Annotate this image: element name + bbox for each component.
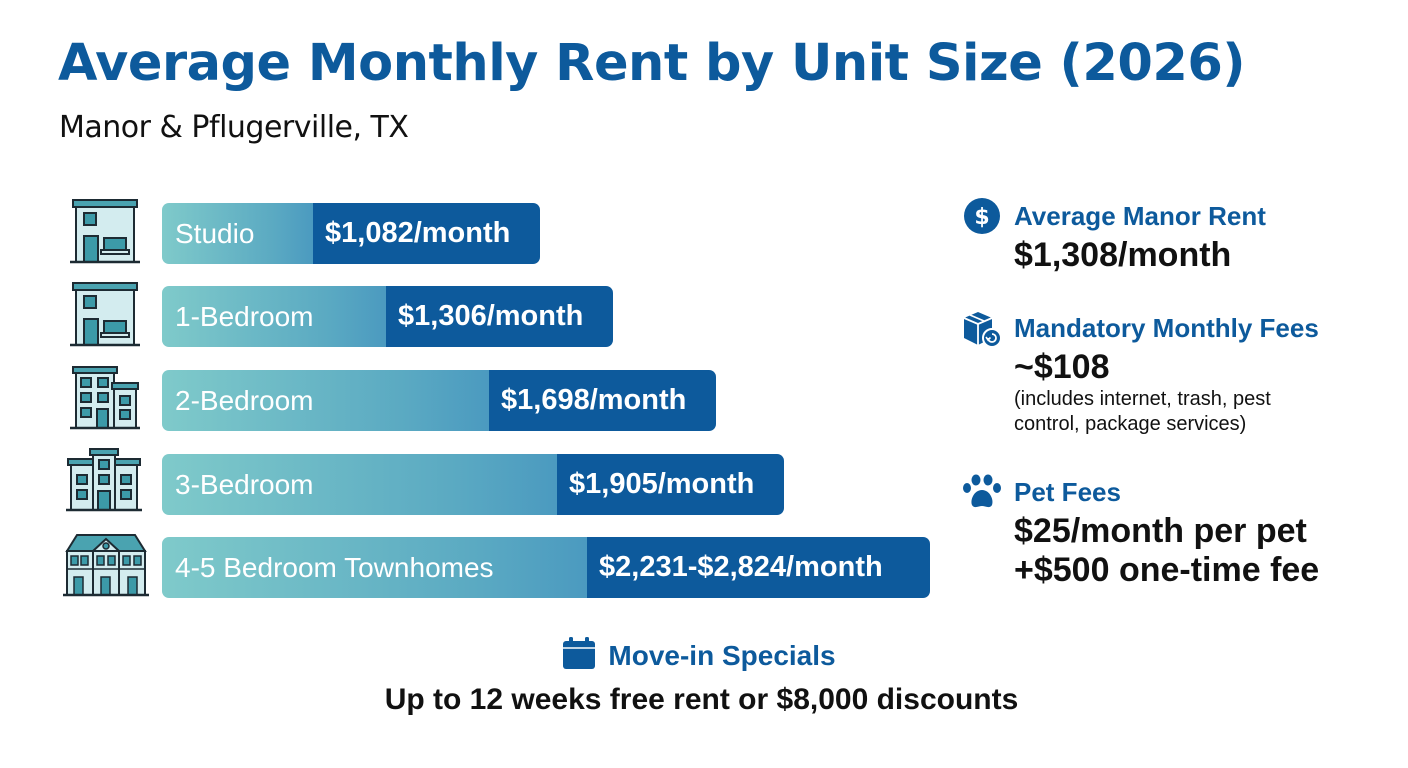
move-in-specials-text: Up to 12 weeks free rent or $8,000 disco…: [384, 683, 1019, 716]
pet-fees-label: Pet Fees: [1014, 476, 1121, 507]
page-subtitle: Manor & Pflugerville, TX: [59, 110, 409, 145]
average-rent-value: $1,308/month: [1014, 236, 1232, 274]
apartment-building-icon: [70, 366, 160, 436]
bar-value-label: $1,306/month: [386, 286, 613, 347]
svg-text:$: $: [974, 205, 989, 230]
bar-value-label: $1,082/month: [313, 203, 540, 264]
rent-bar: 3-Bedroom $1,905/month: [162, 454, 784, 515]
bar-category-label: 3-Bedroom: [162, 454, 557, 515]
dollar-circle-icon: $: [962, 196, 1002, 236]
rent-bar: Studio $1,082/month: [162, 203, 540, 264]
bar-value-label: $2,231-$2,824/month: [587, 537, 930, 598]
calendar-icon: [562, 636, 596, 675]
rent-bar: 1-Bedroom $1,306/month: [162, 286, 613, 347]
small-house-icon: [70, 281, 160, 351]
move-in-specials-label: Move-in Specials: [608, 639, 836, 671]
pet-fees-one-time: +$500 one-time fee: [1014, 551, 1320, 590]
bar-category-label: 4-5 Bedroom Townhomes: [162, 537, 587, 598]
mandatory-fees-label: Mandatory Monthly Fees: [1014, 312, 1319, 343]
average-rent-label: Average Manor Rent: [1014, 200, 1266, 231]
mandatory-fees-note-line1: (includes internet, trash, pest: [1014, 388, 1271, 411]
package-return-icon: [962, 308, 1002, 348]
bar-category-label: 2-Bedroom: [162, 370, 489, 431]
pet-fees-item: Pet Fees $25/month per pet +$500 one-tim…: [962, 472, 1382, 590]
paw-icon: [962, 472, 1002, 512]
rent-bar: 2-Bedroom $1,698/month: [162, 370, 716, 431]
bar-category-label: Studio: [162, 203, 313, 264]
page-title: Average Monthly Rent by Unit Size (2026): [58, 34, 1246, 93]
mandatory-fees-item: Mandatory Monthly Fees ~$108 (includes i…: [962, 308, 1382, 437]
three-wing-building-icon: [66, 448, 156, 518]
rent-bar: 4-5 Bedroom Townhomes $2,231-$2,824/mont…: [162, 537, 930, 598]
mandatory-fees-note-line2: control, package services): [1014, 413, 1247, 436]
bar-value-label: $1,698/month: [489, 370, 716, 431]
bar-value-label: $1,905/month: [557, 454, 784, 515]
mandatory-fees-value: ~$108: [1014, 348, 1110, 386]
bar-category-label: 1-Bedroom: [162, 286, 386, 347]
pet-fees-monthly: $25/month per pet: [1014, 512, 1307, 550]
townhouse-icon: [63, 533, 153, 603]
average-rent-item: $ Average Manor Rent $1,308/month: [962, 196, 1382, 275]
move-in-specials: Move-in Specials Up to 12 weeks free ren…: [0, 636, 1408, 717]
small-house-icon: [70, 198, 160, 268]
